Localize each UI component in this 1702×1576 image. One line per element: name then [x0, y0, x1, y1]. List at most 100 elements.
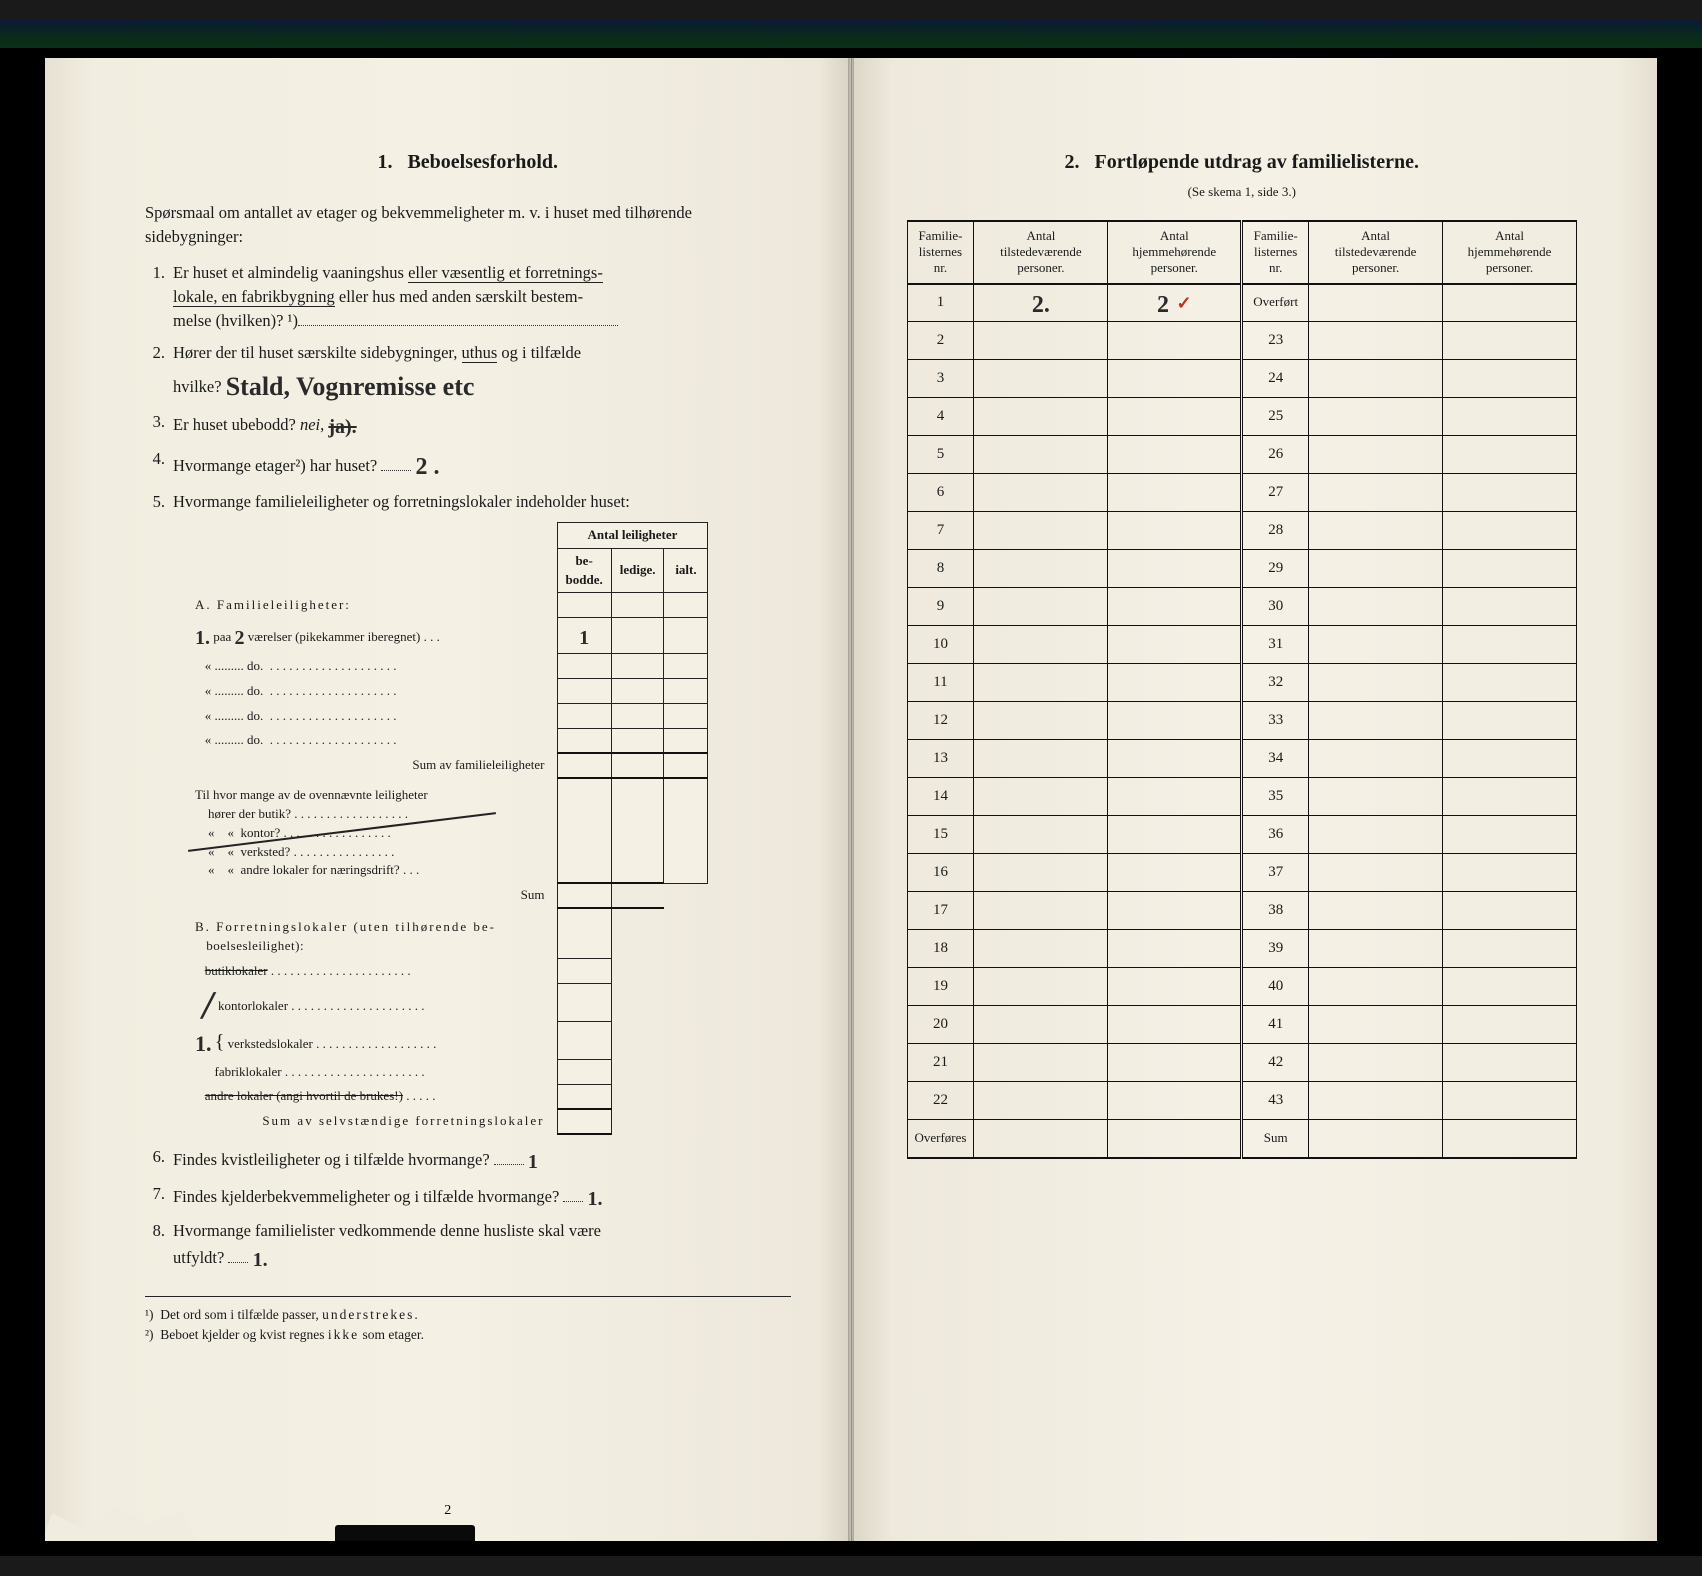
cell — [974, 1044, 1108, 1082]
question-1: 1. Er huset et almindelig vaaningshus el… — [145, 261, 791, 333]
fn2-num: ²) — [145, 1327, 154, 1342]
do1: do. — [247, 658, 263, 673]
cell — [1108, 816, 1242, 854]
q2-num: 2. — [145, 341, 173, 365]
cell-num: 29 — [1242, 550, 1309, 588]
r-sec-title: Fortløpende utdrag av familielisterne. — [1095, 151, 1419, 173]
film-strip — [0, 20, 1702, 48]
table-row: 1839 — [907, 930, 1577, 968]
cell — [1108, 512, 1242, 550]
q3-b: nei, — [300, 415, 328, 434]
cell — [1309, 1006, 1443, 1044]
cell — [1443, 550, 1577, 588]
q3-a: Er huset ubebodd? — [173, 415, 300, 434]
r1-n: 1 — [907, 284, 974, 322]
a-r1-hw: 2 — [235, 624, 245, 653]
cell — [974, 778, 1108, 816]
cell-num: 37 — [1242, 854, 1309, 892]
q2q: « — [208, 844, 215, 859]
cell — [1443, 588, 1577, 626]
question-4: 4. Hvormange etager²) har huset? 2 . — [145, 447, 791, 482]
cell-num: 6 — [907, 474, 974, 512]
til1: hører der butik? — [208, 806, 291, 821]
til-sum: Sum — [187, 883, 557, 908]
cell — [974, 892, 1108, 930]
r1-hw2: 2 — [1157, 288, 1169, 323]
b-sum: Sum av selvstændige forretningslokaler — [187, 1109, 557, 1134]
question-3: 3. Er huset ubebodd? nei, ja). — [145, 410, 791, 439]
rtable-header: Familie- listernes nr. Antal tilstedevær… — [907, 221, 1577, 284]
cell — [1108, 1120, 1242, 1158]
intro-text: Spørsmaal om antallet av etager og bekve… — [145, 201, 791, 249]
cell — [1309, 740, 1443, 778]
b4: fabriklokaler . . . . . . . . . . . . . … — [187, 1060, 557, 1085]
cell — [1108, 1082, 1242, 1120]
q3-text: Er huset ubebodd? nei, ja). — [173, 410, 791, 439]
b4-t: fabriklokaler — [215, 1064, 282, 1079]
cell — [1443, 930, 1577, 968]
cell-num: 24 — [1242, 360, 1309, 398]
q1-num: 1. — [145, 261, 173, 285]
cell — [1108, 664, 1242, 702]
q4-dots — [381, 470, 411, 471]
til2: kontor? — [241, 825, 281, 840]
question-6: 6. Findes kvistleiligheter og i tilfælde… — [145, 1145, 791, 1174]
rh6: Antal hjemmehørende personer. — [1443, 221, 1577, 284]
cell — [1108, 436, 1242, 474]
q2-c: hvilke? — [173, 377, 222, 396]
q1-b: eller væsentlig et forretnings- — [408, 263, 603, 283]
cell-num: 34 — [1242, 740, 1309, 778]
cell — [1108, 588, 1242, 626]
til-intro: Til hvor mange av de ovennævnte leilighe… — [195, 787, 428, 802]
table-row: 425 — [907, 398, 1577, 436]
q7-text: Findes kjelderbekvemmeligheter og i tilf… — [173, 1182, 791, 1211]
q3-hw: ja). — [328, 413, 356, 442]
cell — [1443, 778, 1577, 816]
r1-check: ✓ — [1176, 293, 1191, 313]
cell — [1108, 1006, 1242, 1044]
cell-num: 39 — [1242, 930, 1309, 968]
table-row: 324 — [907, 360, 1577, 398]
overfores-label: Overføres — [907, 1120, 974, 1158]
cell-num: 14 — [907, 778, 974, 816]
do3: do. — [247, 708, 263, 723]
question-2: 2. Hører der til huset særskilte sidebyg… — [145, 341, 791, 403]
cell-num: 42 — [1242, 1044, 1309, 1082]
table-row: 1435 — [907, 778, 1577, 816]
table-row: 1233 — [907, 702, 1577, 740]
cell-num: 30 — [1242, 588, 1309, 626]
q2-b: og i tilfælde — [497, 343, 581, 362]
table-row: 1940 — [907, 968, 1577, 1006]
q8-a: Hvormange familielister vedkommende denn… — [173, 1221, 601, 1240]
question-8: 8. Hvormange familielister vedkommende d… — [145, 1219, 791, 1272]
q6-hw: 1 — [528, 1148, 538, 1177]
cell-num: 4 — [907, 398, 974, 436]
cell — [1108, 360, 1242, 398]
cell — [1443, 360, 1577, 398]
q2q2: « — [228, 844, 235, 859]
tbl-hdr: Antal leiligheter — [557, 522, 708, 548]
cell-num: 38 — [1242, 892, 1309, 930]
a-sum: Sum av familieleiligheter — [187, 753, 557, 778]
overfort-label: Overført — [1242, 284, 1309, 322]
cell — [1443, 1006, 1577, 1044]
cell-num: 2 — [907, 322, 974, 360]
cell — [1108, 778, 1242, 816]
q8-text: Hvormange familielister vedkommende denn… — [173, 1219, 791, 1272]
b2: ╱ kontorlokaler . . . . . . . . . . . . … — [187, 984, 557, 1022]
cell — [1443, 892, 1577, 930]
q1-text: Er huset et almindelig vaaningshus eller… — [173, 261, 791, 333]
cell-num: 17 — [907, 892, 974, 930]
a-row4: « ......... do. . . . . . . . . . . . . … — [187, 704, 557, 729]
q6-d — [494, 1164, 524, 1165]
cell-num: 11 — [907, 664, 974, 702]
left-section-title: 1. Beboelsesforhold. — [145, 148, 791, 177]
familieliste-table: Familie- listernes nr. Antal tilstedevær… — [907, 220, 1578, 1159]
right-section-title: 2. Fortløpende utdrag av familielisterne… — [907, 148, 1578, 177]
cell — [1309, 968, 1443, 1006]
cell — [1108, 930, 1242, 968]
b-hw: 1. — [195, 1028, 212, 1060]
cell — [974, 474, 1108, 512]
q3-num: 3. — [145, 410, 173, 434]
cell — [1309, 816, 1443, 854]
